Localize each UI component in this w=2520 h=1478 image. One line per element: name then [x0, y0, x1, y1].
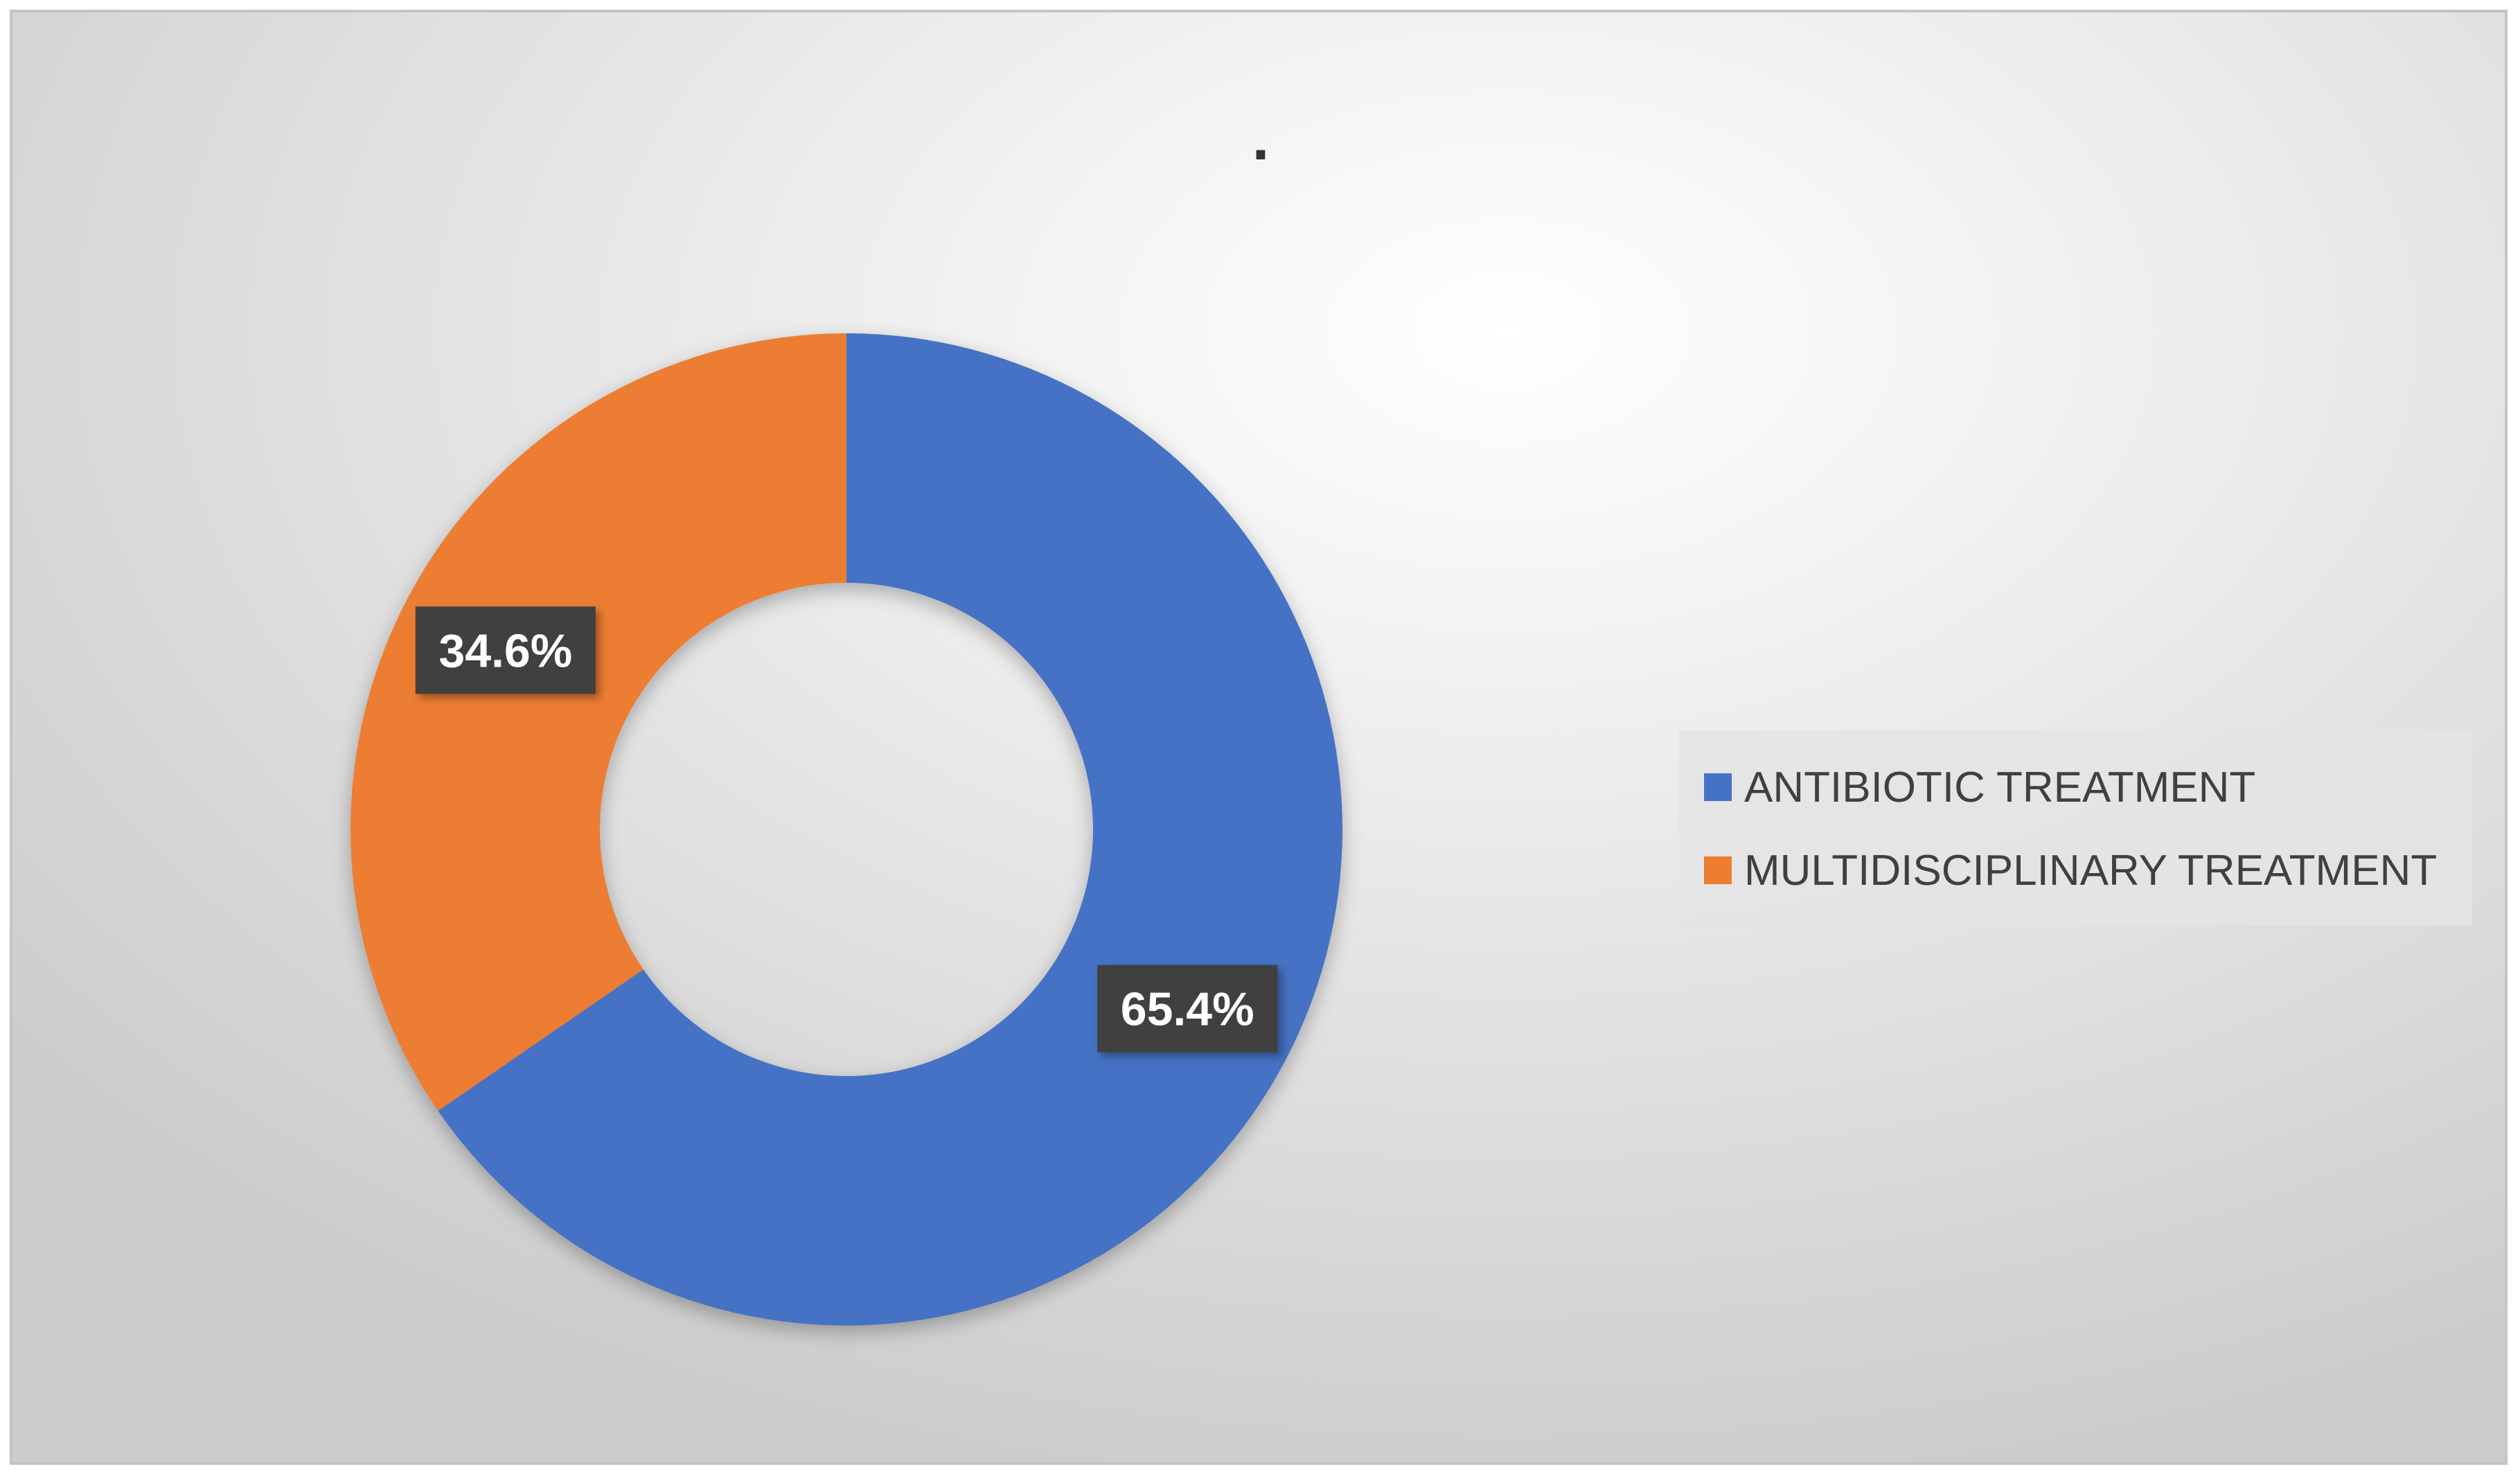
legend-label-antibiotic: ANTIBIOTIC TREATMENT	[1744, 763, 2256, 811]
data-label-antibiotic: 65.4%	[1097, 965, 1278, 1053]
legend-swatch-antibiotic	[1704, 773, 1732, 801]
slice-multidisciplinary	[351, 333, 846, 1111]
data-label-box-antibiotic	[1097, 965, 1278, 1053]
legend-item-multidisciplinary: MULTIDISCIPLINARY TREATMENT	[1704, 843, 2437, 898]
slice-antibiotic	[438, 333, 1343, 1326]
legend-label-multidisciplinary: MULTIDISCIPLINARY TREATMENT	[1744, 846, 2438, 895]
chart-legend: ANTIBIOTIC TREATMENT MULTIDISCIPLINARY T…	[1679, 730, 2472, 926]
data-label-text-antibiotic: 65.4%	[1121, 983, 1254, 1036]
chart-title: .	[1252, 104, 1269, 173]
data-label-text-multidisciplinary: 34.6%	[438, 624, 572, 677]
legend-swatch-multidisciplinary	[1704, 856, 1732, 884]
data-label-multidisciplinary: 34.6%	[415, 606, 596, 694]
data-label-box-multidisciplinary	[415, 606, 596, 694]
legend-item-antibiotic: ANTIBIOTIC TREATMENT	[1704, 759, 2255, 815]
